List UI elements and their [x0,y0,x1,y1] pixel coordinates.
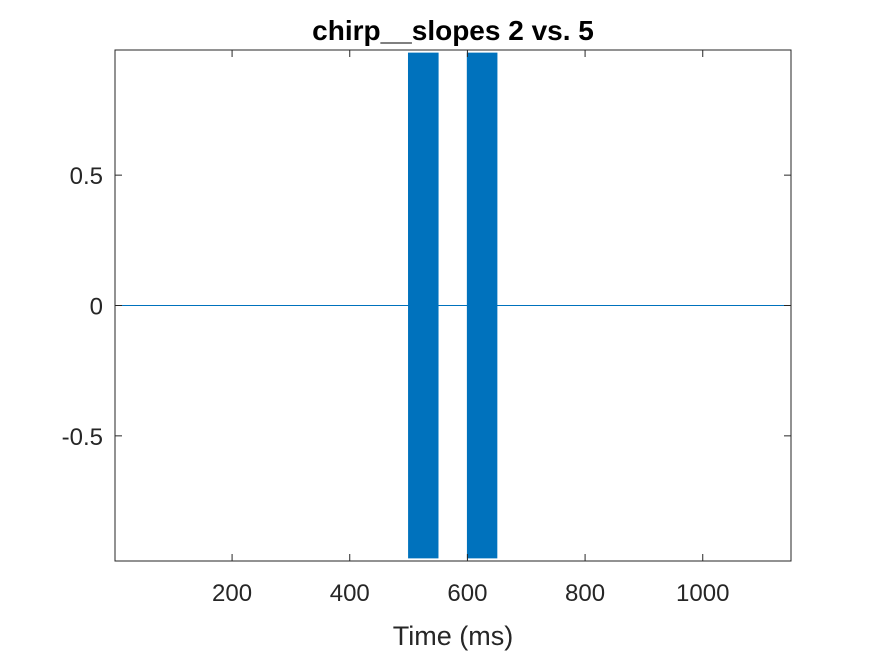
y-tick-label: -0.5 [62,424,103,451]
x-tick-label: 400 [330,580,370,607]
x-axis-label: Time (ms) [393,621,513,651]
x-tick-label: 600 [447,580,487,607]
x-tick-label: 200 [212,580,252,607]
plot-layer [115,52,791,559]
chirp-burst-1 [407,52,439,559]
y-tick-label: 0 [90,294,103,321]
x-tick-label: 1000 [676,580,729,607]
ticks-layer: 200 400 600 800 1000 -0.5 0 0.5 [62,50,791,607]
chart-title: chirp__slopes 2 vs. 5 [312,15,594,46]
y-tick-label: 0.5 [70,163,103,190]
chirp-burst-2 [466,52,498,559]
x-tick-label: 800 [565,580,605,607]
